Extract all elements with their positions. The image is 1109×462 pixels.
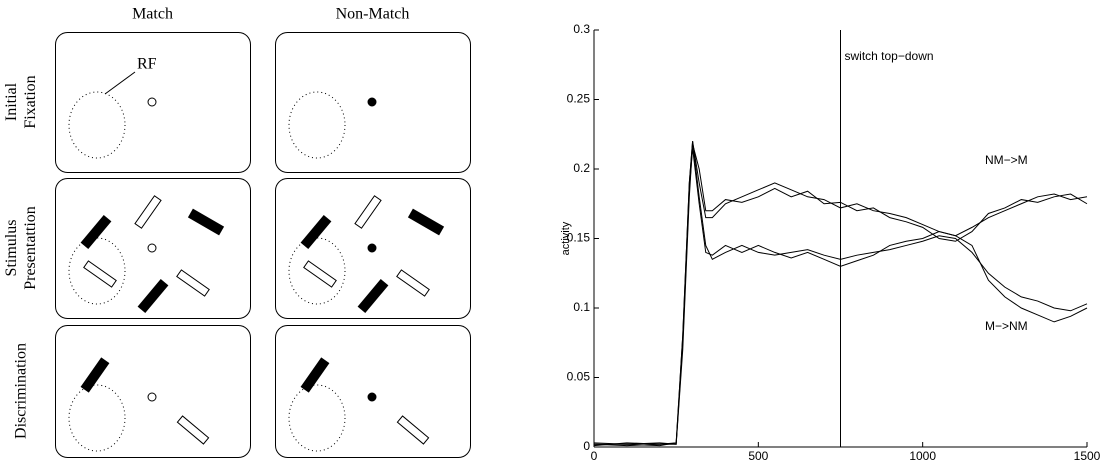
y-tick-label: 0.2 xyxy=(573,161,590,175)
receptive-field xyxy=(288,237,346,305)
fixation-point xyxy=(367,392,377,402)
y-tick-label: 0.3 xyxy=(573,22,590,36)
panel-frame xyxy=(55,325,251,458)
distractor-bar xyxy=(407,208,445,236)
y-tick-label: 0.15 xyxy=(567,231,591,245)
row-label: Stimulus xyxy=(3,220,20,277)
fixation-point xyxy=(147,97,157,107)
receptive-field xyxy=(68,91,126,159)
panel xyxy=(55,325,251,458)
distractor-bar xyxy=(300,214,332,250)
y-tick-label: 0.05 xyxy=(567,370,591,384)
row-label: Discrimination xyxy=(13,343,30,439)
distractor-bar xyxy=(137,278,169,314)
target-bar xyxy=(396,269,430,297)
fixation-point xyxy=(147,243,157,253)
receptive-field xyxy=(68,384,126,452)
panel-frame xyxy=(55,178,251,319)
panel: RF xyxy=(55,32,251,173)
x-tick-label: 500 xyxy=(748,449,768,462)
x-tick-label: 0 xyxy=(591,449,598,462)
rf-label: RF xyxy=(137,56,157,73)
panel-frame xyxy=(275,178,471,319)
panel-frame xyxy=(275,325,471,458)
y-tick-label: 0.1 xyxy=(573,300,590,314)
column-header: Match xyxy=(132,6,173,23)
panel xyxy=(275,325,471,458)
column-header: Non-Match xyxy=(336,6,410,23)
distractor-bar xyxy=(80,357,110,393)
panel-frame xyxy=(55,32,251,173)
rf-pointer xyxy=(104,71,136,95)
annotation: M−>NM xyxy=(985,319,1028,333)
target-bar xyxy=(396,415,430,445)
y-axis-label: activity xyxy=(560,221,572,255)
row-label: Initial xyxy=(3,82,20,121)
activity-line xyxy=(594,141,1088,447)
distractor-bar xyxy=(187,208,225,236)
distractor-bar xyxy=(80,214,112,250)
receptive-field xyxy=(288,384,346,452)
panel xyxy=(55,178,251,319)
activity-line xyxy=(593,148,1088,447)
receptive-field xyxy=(68,237,126,305)
target-bar xyxy=(303,260,337,288)
target-bar xyxy=(176,269,210,297)
panel-frame xyxy=(275,32,471,173)
panel xyxy=(275,32,471,173)
row-label: Fixation xyxy=(22,75,39,128)
target-bar xyxy=(354,195,382,229)
x-tick-label: 1000 xyxy=(909,449,936,462)
target-bar xyxy=(134,195,162,229)
target-bar xyxy=(83,260,117,288)
fixation-point xyxy=(147,392,157,402)
receptive-field xyxy=(288,91,346,159)
target-bar xyxy=(176,415,210,445)
row-label: Presentattion xyxy=(22,206,39,290)
annotation: NM−>M xyxy=(985,153,1028,167)
y-tick-label: 0 xyxy=(583,439,590,453)
x-tick-label: 1500 xyxy=(1074,449,1101,462)
fixation-point xyxy=(367,97,377,107)
annotation: switch top−down xyxy=(845,49,934,63)
y-tick-label: 0.25 xyxy=(567,92,591,106)
distractor-bar xyxy=(300,357,330,393)
fixation-point xyxy=(367,243,377,253)
distractor-bar xyxy=(357,278,389,314)
panel xyxy=(275,178,471,319)
